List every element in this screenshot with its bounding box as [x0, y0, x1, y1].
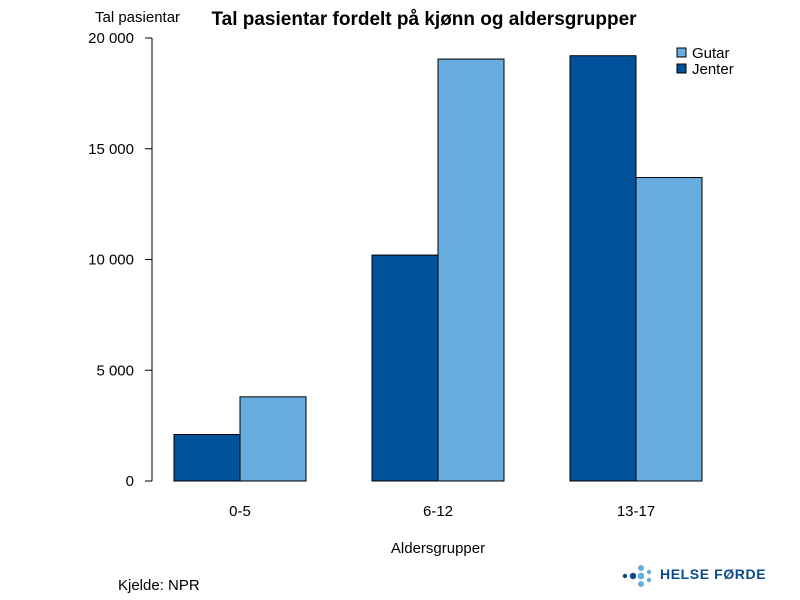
- x-tick-label: 13-17: [617, 503, 655, 520]
- bar-jenter-0-5: [173, 433, 241, 482]
- bar-jenter-13-17: [569, 55, 637, 482]
- y-tick-label: 15 000: [88, 141, 134, 158]
- helse-forde-logo: HELSE FØRDE: [622, 562, 782, 590]
- y-axis-label: Tal pasientar: [95, 9, 181, 26]
- legend-label-gutar: Gutar: [692, 45, 730, 62]
- bar-jenter-6-12: [371, 254, 439, 482]
- source-note: Kjelde: NPR: [118, 577, 200, 594]
- logo-text: HELSE FØRDE: [660, 566, 767, 582]
- x-tick-label: 0-5: [229, 503, 251, 520]
- bar-gutar-13-17: [635, 177, 703, 482]
- y-tick-label: 5 000: [96, 362, 134, 379]
- y-tick-label: 10 000: [88, 252, 134, 269]
- bar-gutar-0-5: [239, 396, 307, 482]
- chart-title: Tal pasientar fordelt på kjønn og alders…: [211, 9, 637, 30]
- y-tick-label: 20 000: [88, 30, 134, 47]
- x-tick-label: 6-12: [423, 503, 453, 520]
- legend-swatch-jenter: [676, 63, 687, 74]
- legend-label-jenter: Jenter: [692, 61, 734, 78]
- bar-gutar-6-12: [437, 58, 505, 482]
- x-axis-label: Aldersgrupper: [390, 540, 486, 557]
- legend-swatch-gutar: [676, 47, 687, 58]
- logo-dots-icon: [622, 565, 652, 587]
- y-tick-label: 0: [126, 473, 134, 490]
